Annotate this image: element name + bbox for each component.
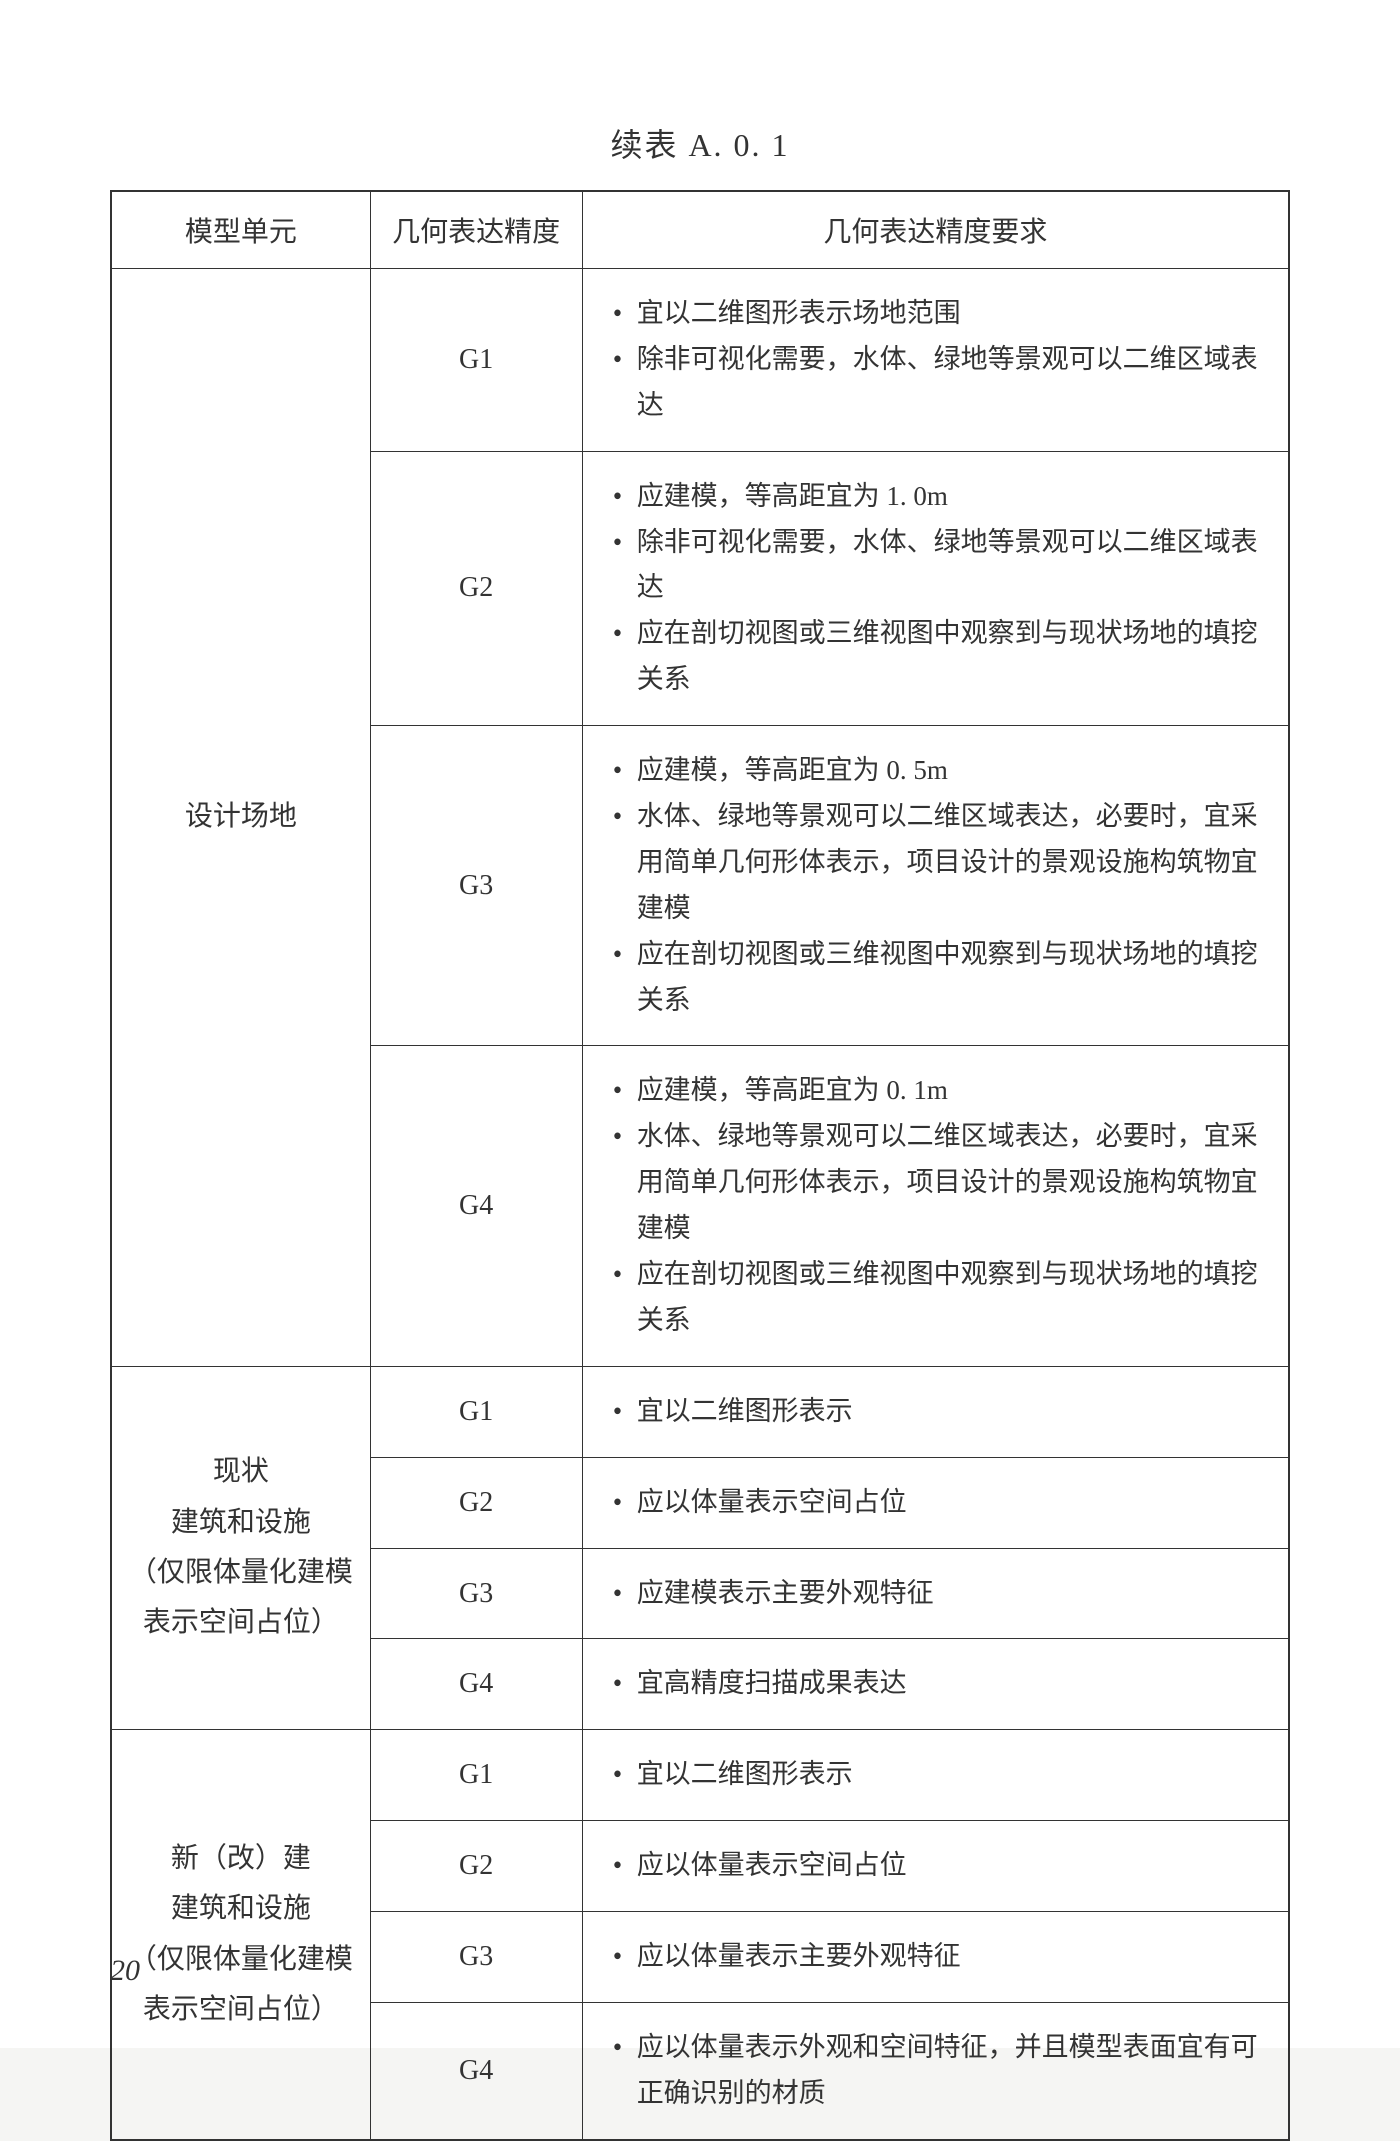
grade-cell: G3 xyxy=(370,726,582,1046)
requirements-list: 应建模，等高距宜为 1. 0m除非可视化需要，水体、绿地等景观可以二维区域表达应… xyxy=(613,474,1258,703)
requirement-item: 应在剖切视图或三维视图中观察到与现状场地的填挖关系 xyxy=(613,611,1258,703)
requirements-list: 应以体量表示空间占位 xyxy=(613,1843,1258,1889)
requirements-cell: 应建模，等高距宜为 0. 1m水体、绿地等景观可以二维区域表达，必要时，宜采用简… xyxy=(582,1046,1289,1366)
requirement-item: 宜以二维图形表示场地范围 xyxy=(613,291,1258,337)
header-col-grade: 几何表达精度 xyxy=(370,191,582,269)
requirements-cell: 宜以二维图形表示场地范围除非可视化需要，水体、绿地等景观可以二维区域表达 xyxy=(582,269,1289,452)
requirement-item: 应建模，等高距宜为 0. 1m xyxy=(613,1068,1258,1114)
table-title: 续表 A. 0. 1 xyxy=(110,120,1290,166)
requirements-cell: 应以体量表示空间占位 xyxy=(582,1821,1289,1912)
header-col-unit: 模型单元 xyxy=(111,191,370,269)
requirements-cell: 宜以二维图形表示 xyxy=(582,1730,1289,1821)
requirement-item: 应以体量表示空间占位 xyxy=(613,1480,1258,1526)
requirement-item: 宜以二维图形表示 xyxy=(613,1752,1258,1798)
requirements-cell: 应以体量表示外观和空间特征，并且模型表面宜有可正确识别的材质 xyxy=(582,2003,1289,2140)
requirements-list: 宜以二维图形表示场地范围除非可视化需要，水体、绿地等景观可以二维区域表达 xyxy=(613,291,1258,429)
requirements-list: 宜以二维图形表示 xyxy=(613,1389,1258,1435)
requirements-list: 应以体量表示空间占位 xyxy=(613,1480,1258,1526)
page-number: 20 xyxy=(110,1954,140,1988)
unit-cell: 现状建筑和设施（仅限体量化建模表示空间占位） xyxy=(111,1366,370,1730)
grade-cell: G2 xyxy=(370,1457,582,1548)
header-row: 模型单元 几何表达精度 几何表达精度要求 xyxy=(111,191,1289,269)
table-row: 新（改）建建筑和设施（仅限体量化建模表示空间占位）G1宜以二维图形表示 xyxy=(111,1730,1289,1821)
grade-cell: G2 xyxy=(370,1821,582,1912)
requirements-cell: 宜高精度扫描成果表达 xyxy=(582,1639,1289,1730)
table-header: 模型单元 几何表达精度 几何表达精度要求 xyxy=(111,191,1289,269)
requirement-item: 应以体量表示外观和空间特征，并且模型表面宜有可正确识别的材质 xyxy=(613,2025,1258,2117)
requirement-item: 应建模表示主要外观特征 xyxy=(613,1571,1258,1617)
requirements-cell: 应以体量表示主要外观特征 xyxy=(582,1912,1289,2003)
grade-cell: G4 xyxy=(370,1046,582,1366)
table-row: 现状建筑和设施（仅限体量化建模表示空间占位）G1宜以二维图形表示 xyxy=(111,1366,1289,1457)
requirements-cell: 应建模，等高距宜为 0. 5m水体、绿地等景观可以二维区域表达，必要时，宜采用简… xyxy=(582,726,1289,1046)
spec-table: 模型单元 几何表达精度 几何表达精度要求 设计场地G1宜以二维图形表示场地范围除… xyxy=(110,190,1290,2141)
requirements-list: 应建模表示主要外观特征 xyxy=(613,1571,1258,1617)
grade-cell: G4 xyxy=(370,1639,582,1730)
table-body: 设计场地G1宜以二维图形表示场地范围除非可视化需要，水体、绿地等景观可以二维区域… xyxy=(111,269,1289,2140)
requirement-item: 应在剖切视图或三维视图中观察到与现状场地的填挖关系 xyxy=(613,932,1258,1024)
unit-cell: 新（改）建建筑和设施（仅限体量化建模表示空间占位） xyxy=(111,1730,370,2140)
requirement-item: 水体、绿地等景观可以二维区域表达，必要时，宜采用简单几何形体表示，项目设计的景观… xyxy=(613,1114,1258,1252)
grade-cell: G4 xyxy=(370,2003,582,2140)
grade-cell: G2 xyxy=(370,451,582,725)
table-row: 设计场地G1宜以二维图形表示场地范围除非可视化需要，水体、绿地等景观可以二维区域… xyxy=(111,269,1289,452)
unit-cell: 设计场地 xyxy=(111,269,370,1367)
requirements-list: 应以体量表示外观和空间特征，并且模型表面宜有可正确识别的材质 xyxy=(613,2025,1258,2117)
requirement-item: 应建模，等高距宜为 0. 5m xyxy=(613,748,1258,794)
header-col-requirements: 几何表达精度要求 xyxy=(582,191,1289,269)
requirement-item: 除非可视化需要，水体、绿地等景观可以二维区域表达 xyxy=(613,520,1258,612)
requirement-item: 应以体量表示主要外观特征 xyxy=(613,1934,1258,1980)
requirement-item: 应建模，等高距宜为 1. 0m xyxy=(613,474,1258,520)
grade-cell: G1 xyxy=(370,1366,582,1457)
requirements-list: 应建模，等高距宜为 0. 5m水体、绿地等景观可以二维区域表达，必要时，宜采用简… xyxy=(613,748,1258,1023)
requirements-list: 宜高精度扫描成果表达 xyxy=(613,1661,1258,1707)
requirement-item: 除非可视化需要，水体、绿地等景观可以二维区域表达 xyxy=(613,337,1258,429)
requirements-cell: 宜以二维图形表示 xyxy=(582,1366,1289,1457)
requirement-item: 宜以二维图形表示 xyxy=(613,1389,1258,1435)
requirements-list: 宜以二维图形表示 xyxy=(613,1752,1258,1798)
requirement-item: 应在剖切视图或三维视图中观察到与现状场地的填挖关系 xyxy=(613,1252,1258,1344)
document-page: 续表 A. 0. 1 模型单元 几何表达精度 几何表达精度要求 设计场地G1宜以… xyxy=(0,0,1400,2048)
requirement-item: 应以体量表示空间占位 xyxy=(613,1843,1258,1889)
grade-cell: G1 xyxy=(370,1730,582,1821)
requirement-item: 水体、绿地等景观可以二维区域表达，必要时，宜采用简单几何形体表示，项目设计的景观… xyxy=(613,794,1258,932)
requirements-list: 应以体量表示主要外观特征 xyxy=(613,1934,1258,1980)
grade-cell: G1 xyxy=(370,269,582,452)
requirements-list: 应建模，等高距宜为 0. 1m水体、绿地等景观可以二维区域表达，必要时，宜采用简… xyxy=(613,1068,1258,1343)
requirements-cell: 应建模，等高距宜为 1. 0m除非可视化需要，水体、绿地等景观可以二维区域表达应… xyxy=(582,451,1289,725)
grade-cell: G3 xyxy=(370,1548,582,1639)
grade-cell: G3 xyxy=(370,1912,582,2003)
requirements-cell: 应建模表示主要外观特征 xyxy=(582,1548,1289,1639)
requirements-cell: 应以体量表示空间占位 xyxy=(582,1457,1289,1548)
requirement-item: 宜高精度扫描成果表达 xyxy=(613,1661,1258,1707)
